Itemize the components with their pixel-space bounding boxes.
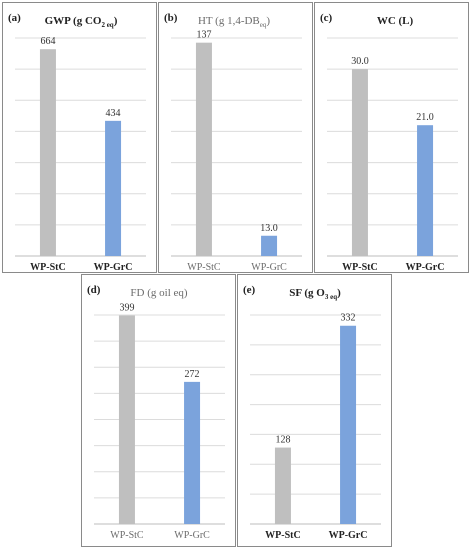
chart-panel-d: (d) FD (g oil eq) 399 WP-StC 272 WP-GrC bbox=[81, 274, 236, 547]
bar-wp-grc bbox=[261, 235, 278, 256]
chart-title: GWP (g CO2 eq) bbox=[45, 15, 118, 29]
data-label: 332 bbox=[341, 313, 356, 324]
panel-letter: (b) bbox=[164, 12, 178, 24]
chart-title: SF (g O3 eq) bbox=[289, 287, 341, 301]
chart-title: WC (L) bbox=[377, 15, 414, 27]
panel-letter: (a) bbox=[8, 12, 21, 24]
category-label: WP-GrC bbox=[251, 262, 287, 273]
chart-svg: (b) HT (g 1,4-DBeq)137 WP-StC 13.0 WP-GrC bbox=[164, 12, 302, 273]
chart-svg: (c) WC (L) 30.0 WP-StC 21.0 WP-GrC bbox=[320, 12, 458, 273]
category-label: WP-StC bbox=[265, 530, 301, 541]
category-label: WP-StC bbox=[110, 530, 144, 541]
panel-letter: (d) bbox=[87, 284, 101, 296]
chart-title: HT (g 1,4-DBeq) bbox=[198, 15, 270, 29]
category-label: WP-GrC bbox=[329, 530, 368, 541]
category-label: WP-GrC bbox=[406, 262, 445, 273]
data-label: 128 bbox=[275, 435, 290, 446]
category-label: WP-StC bbox=[342, 262, 378, 273]
bar-wp-stc bbox=[195, 42, 212, 256]
chart-svg: (e) SF (g O3 eq) 128 WP-StC 332 WP-GrC bbox=[243, 284, 381, 541]
category-label: WP-StC bbox=[187, 262, 221, 273]
bar-wp-stc bbox=[118, 315, 135, 524]
panel-letter: (c) bbox=[320, 12, 333, 24]
data-label: 21.0 bbox=[416, 112, 434, 123]
chart-title: FD (g oil eq) bbox=[130, 287, 187, 299]
data-label: 434 bbox=[106, 108, 121, 119]
data-label: 399 bbox=[119, 303, 134, 314]
data-label: 272 bbox=[185, 369, 200, 380]
data-label: 13.0 bbox=[260, 223, 278, 234]
category-label: WP-GrC bbox=[94, 262, 133, 273]
chart-panel-b: (b) HT (g 1,4-DBeq) 137 WP-StC 13.0 WP-GrC bbox=[158, 2, 313, 273]
bar-wp-stc bbox=[39, 49, 56, 257]
bar-wp-grc bbox=[184, 381, 201, 524]
data-label: 137 bbox=[196, 30, 211, 41]
chart-panel-e: (e) SF (g O3 eq) 128 WP-StC 332 WP-GrC bbox=[237, 274, 392, 547]
data-label: 30.0 bbox=[351, 56, 369, 67]
chart-svg: (d) FD (g oil eq) 399 WP-StC 272 WP-GrC bbox=[87, 284, 225, 541]
bar-wp-stc bbox=[351, 69, 368, 257]
bar-wp-grc bbox=[105, 120, 122, 256]
bar-wp-stc bbox=[274, 447, 291, 524]
chart-panel-a: (a) GWP (g CO2 eq) 664 WP-StC 434 WP-GrC bbox=[2, 2, 157, 273]
category-label: WP-GrC bbox=[174, 530, 210, 541]
category-label: WP-StC bbox=[30, 262, 66, 273]
chart-panel-c: (c) WC (L) 30.0 WP-StC 21.0 WP-GrC bbox=[314, 2, 469, 273]
bar-wp-grc bbox=[417, 125, 434, 256]
chart-svg: (a) GWP (g CO2 eq) 664 WP-StC 434 WP-GrC bbox=[8, 12, 146, 273]
panel-letter: (e) bbox=[243, 284, 256, 296]
data-label: 664 bbox=[40, 36, 55, 47]
bar-wp-grc bbox=[340, 325, 357, 524]
